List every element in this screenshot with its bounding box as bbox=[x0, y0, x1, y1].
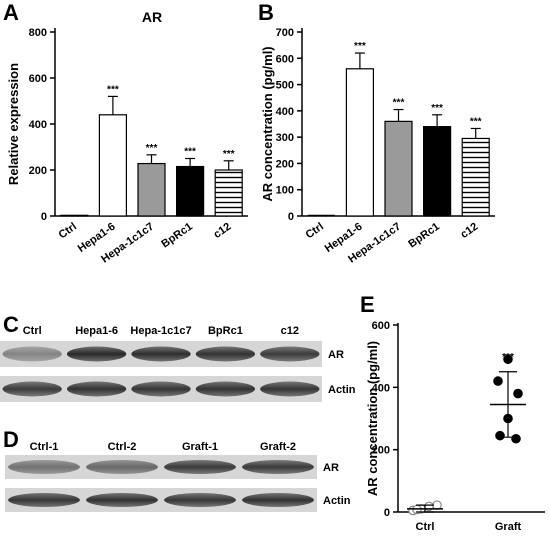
y-tick-label: 200 bbox=[29, 165, 47, 177]
western-blot-c: Ctrl Hepa1-6 Hepa-1c1c7 BpRc1 c12 AR Actin bbox=[0, 325, 356, 402]
blot-row-label: Actin bbox=[328, 384, 356, 396]
blot-band bbox=[2, 381, 62, 397]
panel-letter-b: B bbox=[258, 0, 274, 25]
blot-lane-label: Ctrl-2 bbox=[108, 441, 137, 453]
panel-letter-e: E bbox=[360, 292, 375, 317]
blot-band bbox=[164, 460, 236, 474]
bar bbox=[384, 120, 413, 217]
chart-e: 0 200 400 600 AR concentration (pg/ml) Ctrl Gr… bbox=[365, 320, 545, 533]
significance-label: *** bbox=[354, 41, 366, 52]
blot-lane-label: Hepa-1c1c7 bbox=[130, 325, 191, 337]
y-axis-title: AR concentration (pg/ml) bbox=[365, 341, 380, 496]
blot-row-label: Actin bbox=[323, 495, 351, 507]
data-point bbox=[513, 388, 523, 399]
y-tick-label: 200 bbox=[372, 445, 390, 457]
blot-row-label: AR bbox=[328, 349, 344, 361]
x-tick-label: BpRc1 bbox=[159, 221, 194, 251]
x-tick-label: c12 bbox=[211, 221, 233, 241]
data-point bbox=[495, 430, 505, 441]
blot-band bbox=[242, 460, 314, 474]
y-tick-label: 200 bbox=[276, 158, 294, 170]
bar bbox=[137, 162, 166, 217]
blot-band bbox=[2, 346, 62, 362]
y-tick-label: 300 bbox=[276, 132, 294, 144]
bar bbox=[423, 126, 452, 217]
significance-label: *** bbox=[431, 103, 443, 114]
data-point bbox=[493, 376, 503, 386]
x-tick-label: BpRc1 bbox=[406, 221, 441, 251]
y-tick-label: 0 bbox=[384, 507, 390, 519]
bar bbox=[461, 137, 490, 217]
y-tick-label: 500 bbox=[276, 80, 294, 92]
blot-band bbox=[8, 460, 80, 474]
panel-letter-c: C bbox=[3, 312, 19, 337]
western-blot-d: Ctrl-1 Ctrl-2 Graft-1 Graft-2 AR Actin bbox=[5, 441, 351, 512]
y-axis-title: Relative expression bbox=[6, 63, 21, 185]
blot-lane-label: BpRc1 bbox=[208, 325, 243, 337]
data-point bbox=[511, 433, 521, 444]
data-point bbox=[503, 354, 513, 365]
blot-band bbox=[66, 346, 127, 362]
significance-label: *** bbox=[223, 149, 235, 160]
significance-label: *** bbox=[470, 116, 482, 127]
blot-band bbox=[195, 381, 256, 397]
bar bbox=[60, 214, 89, 217]
y-tick-label: 700 bbox=[276, 27, 294, 39]
chart-a: 0 200 400 600 800 Relative expression AR Ctrl **… bbox=[6, 9, 248, 266]
blot-lane-label: Graft-2 bbox=[260, 441, 296, 453]
panel-letter-d: D bbox=[3, 427, 19, 452]
blot-band bbox=[131, 381, 191, 397]
blot-band bbox=[242, 493, 314, 507]
y-axis-title: AR concentration (pg/ml) bbox=[260, 46, 275, 201]
significance-label: *** bbox=[184, 147, 196, 158]
y-tick-label: 400 bbox=[29, 119, 47, 131]
x-tick-label: Ctrl bbox=[416, 521, 435, 533]
blot-band bbox=[86, 460, 158, 474]
data-point bbox=[432, 500, 442, 510]
x-tick-label: Ctrl bbox=[304, 221, 326, 242]
x-tick-label: Ctrl bbox=[57, 221, 79, 242]
significance-label: *** bbox=[393, 98, 405, 109]
y-tick-label: 100 bbox=[276, 185, 294, 197]
y-tick-label: 400 bbox=[276, 106, 294, 118]
blot-lane-label: Graft-1 bbox=[182, 441, 218, 453]
blot-band bbox=[66, 381, 127, 397]
blot-lane-label: c12 bbox=[281, 325, 299, 337]
bar bbox=[98, 114, 128, 217]
x-tick-label: c12 bbox=[458, 221, 480, 241]
y-tick-label: 600 bbox=[29, 73, 47, 85]
blot-band bbox=[131, 346, 191, 362]
blot-band bbox=[8, 493, 80, 507]
blot-band bbox=[86, 493, 158, 507]
bar bbox=[345, 68, 374, 217]
blot-band bbox=[195, 346, 256, 362]
y-tick-label: 600 bbox=[372, 320, 390, 332]
panel-letter-a: A bbox=[3, 0, 19, 25]
y-tick-label: 600 bbox=[276, 53, 294, 65]
blot-lane-label: Ctrl-1 bbox=[30, 441, 59, 453]
bar bbox=[176, 165, 205, 217]
blot-band bbox=[260, 381, 320, 397]
y-tick-label: 400 bbox=[372, 382, 390, 394]
blot-lane-label: Ctrl bbox=[23, 325, 42, 337]
blot-lane-label: Hepa1-6 bbox=[75, 325, 118, 337]
x-tick-label: Graft bbox=[495, 521, 522, 533]
y-tick-label: 800 bbox=[29, 27, 47, 39]
blot-band bbox=[260, 346, 320, 362]
significance-label: *** bbox=[502, 352, 514, 363]
y-tick-label: 0 bbox=[288, 211, 294, 223]
blot-band bbox=[164, 493, 236, 507]
blot-row-label: AR bbox=[323, 462, 339, 474]
chart-title: AR bbox=[142, 9, 162, 25]
y-tick-label: 0 bbox=[41, 211, 47, 223]
significance-label: *** bbox=[146, 143, 158, 154]
bar bbox=[214, 169, 243, 217]
significance-label: *** bbox=[107, 84, 119, 95]
